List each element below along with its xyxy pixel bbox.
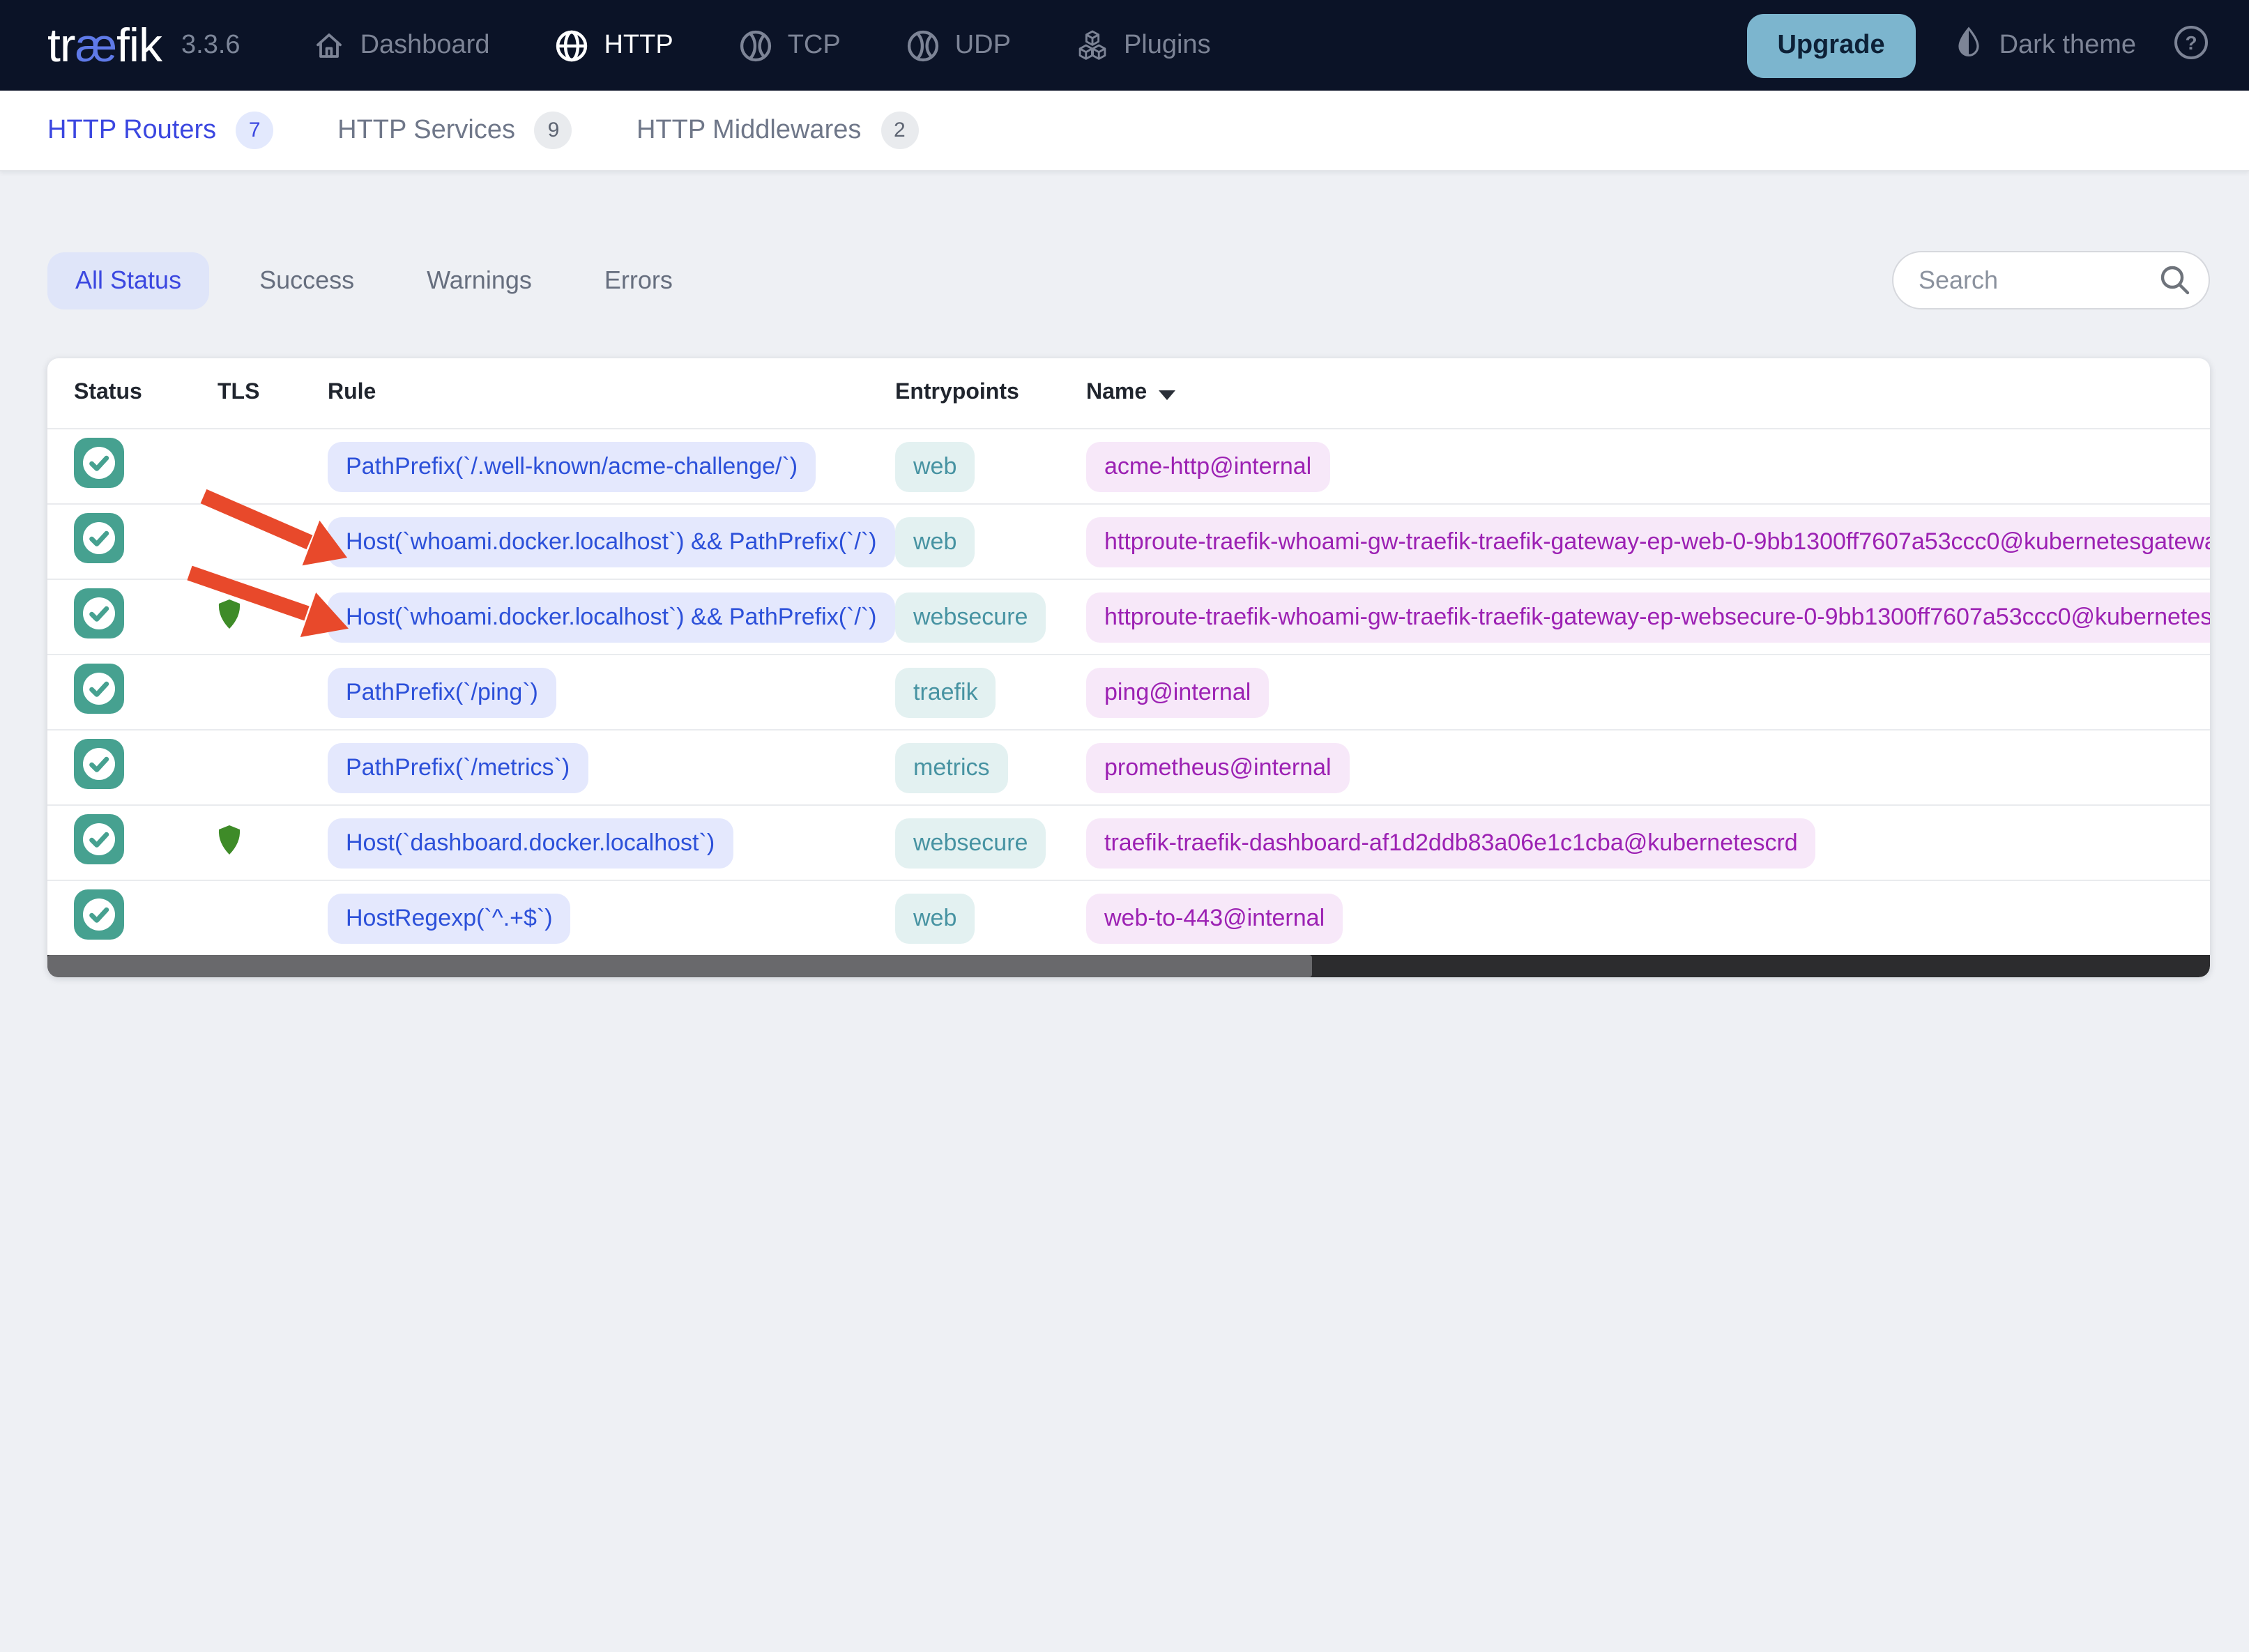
- table-row[interactable]: PathPrefix(`/metrics`) metrics prometheu…: [47, 729, 2210, 804]
- search-box: [1892, 251, 2210, 309]
- status-filters: All Status Success Warnings Errors: [47, 252, 695, 309]
- plugins-icon: [1075, 28, 1110, 63]
- column-header-entrypoints[interactable]: Entrypoints: [895, 381, 1019, 404]
- home-icon: [313, 29, 346, 62]
- tab-http-middlewares[interactable]: HTTP Middlewares 2: [636, 112, 919, 149]
- tls-shield-icon: [218, 825, 241, 859]
- entrypoint-pill[interactable]: web: [895, 441, 975, 491]
- router-name-pill[interactable]: ping@internal: [1086, 667, 1270, 717]
- router-name-pill[interactable]: traefik-traefik-dashboard-af1d2ddb83a06e…: [1086, 818, 1816, 868]
- tls-shield-icon: [218, 599, 241, 634]
- dark-theme-toggle[interactable]: Dark theme: [1952, 24, 2136, 66]
- entrypoint-pill[interactable]: metrics: [895, 742, 1008, 793]
- rule-pill[interactable]: Host(`whoami.docker.localhost`) && PathP…: [328, 592, 895, 642]
- status-success-icon: [74, 588, 124, 638]
- section-tabbar: HTTP Routers 7 HTTP Services 9 HTTP Midd…: [0, 91, 2249, 171]
- tab-label: HTTP Middlewares: [636, 115, 862, 144]
- router-name-pill[interactable]: prometheus@internal: [1086, 742, 1350, 793]
- search-icon: [2158, 263, 2192, 304]
- column-header-rule[interactable]: Rule: [328, 381, 376, 404]
- svg-text:?: ?: [2185, 31, 2197, 53]
- top-navbar: træfik 3.3.6 Dashboard HTTP: [0, 0, 2249, 91]
- rule-pill[interactable]: HostRegexp(`^.+$`): [328, 893, 571, 943]
- search-input[interactable]: [1892, 251, 2210, 309]
- globe-icon: [554, 27, 590, 63]
- contrast-droplet-icon: [1952, 24, 1985, 66]
- entrypoint-pill[interactable]: websecure: [895, 818, 1046, 868]
- count-badge: 9: [534, 112, 572, 149]
- filter-errors[interactable]: Errors: [604, 266, 673, 293]
- entrypoint-pill[interactable]: web: [895, 893, 975, 943]
- tab-label: HTTP Services: [337, 115, 515, 144]
- tab-label: HTTP Routers: [47, 115, 217, 144]
- filter-all-status[interactable]: All Status: [47, 252, 210, 309]
- table-row[interactable]: PathPrefix(`/ping`) traefik ping@interna…: [47, 654, 2210, 729]
- sort-desc-icon: [1158, 390, 1175, 399]
- rule-pill[interactable]: Host(`whoami.docker.localhost`) && PathP…: [328, 517, 895, 567]
- table-row[interactable]: HostRegexp(`^.+$`) web web-to-443@intern…: [47, 880, 2210, 955]
- version-label: 3.3.6: [181, 30, 241, 59]
- tcp-icon: [738, 27, 774, 63]
- nav-item-udp[interactable]: UDP: [905, 27, 1011, 63]
- router-name-pill[interactable]: acme-http@internal: [1086, 441, 1330, 491]
- count-badge: 7: [236, 112, 274, 149]
- status-success-icon: [74, 664, 124, 714]
- navbar-right: Upgrade Dark theme ?: [1746, 13, 2210, 77]
- nav-item-http[interactable]: HTTP: [554, 27, 673, 63]
- router-name-pill[interactable]: httproute-traefik-whoami-gw-traefik-trae…: [1086, 592, 2210, 642]
- status-success-icon: [74, 438, 124, 488]
- rule-pill[interactable]: PathPrefix(`/.well-known/acme-challenge/…: [328, 441, 816, 491]
- main-nav: Dashboard HTTP TCP: [313, 27, 1211, 63]
- upgrade-button[interactable]: Upgrade: [1746, 13, 1916, 77]
- entrypoint-pill[interactable]: web: [895, 517, 975, 567]
- nav-item-label: Dashboard: [360, 30, 490, 59]
- table-toolbar: All Status Success Warnings Errors: [47, 251, 2210, 309]
- status-success-icon: [74, 513, 124, 563]
- table-row[interactable]: Host(`whoami.docker.localhost`) && PathP…: [47, 579, 2210, 654]
- filter-warnings[interactable]: Warnings: [427, 266, 532, 293]
- column-header-status[interactable]: Status: [74, 381, 142, 404]
- nav-item-label: TCP: [787, 30, 841, 59]
- tab-http-routers[interactable]: HTTP Routers 7: [47, 112, 274, 149]
- nav-item-tcp[interactable]: TCP: [738, 27, 841, 63]
- filter-success[interactable]: Success: [259, 266, 355, 293]
- status-success-icon: [74, 889, 124, 940]
- rule-pill[interactable]: PathPrefix(`/ping`): [328, 667, 556, 717]
- dark-theme-label: Dark theme: [1999, 30, 2136, 59]
- nav-item-label: Plugins: [1123, 30, 1211, 59]
- status-success-icon: [74, 739, 124, 789]
- nav-item-dashboard[interactable]: Dashboard: [313, 29, 490, 62]
- count-badge: 2: [880, 112, 919, 149]
- routers-table: Status TLS Rule Entrypoints Name PathPre…: [47, 358, 2210, 977]
- table-header: Status TLS Rule Entrypoints Name: [47, 358, 2210, 428]
- column-header-tls[interactable]: TLS: [218, 381, 260, 404]
- traefik-logo: træfik: [47, 19, 162, 72]
- table-row[interactable]: Host(`dashboard.docker.localhost`) webse…: [47, 804, 2210, 880]
- router-name-pill[interactable]: web-to-443@internal: [1086, 893, 1343, 943]
- help-button[interactable]: ?: [2172, 23, 2210, 68]
- status-success-icon: [74, 814, 124, 864]
- entrypoint-pill[interactable]: websecure: [895, 592, 1046, 642]
- router-name-pill[interactable]: httproute-traefik-whoami-gw-traefik-trae…: [1086, 517, 2210, 567]
- tab-http-services[interactable]: HTTP Services 9: [337, 112, 572, 149]
- rule-pill[interactable]: Host(`dashboard.docker.localhost`): [328, 818, 733, 868]
- table-row[interactable]: PathPrefix(`/.well-known/acme-challenge/…: [47, 428, 2210, 503]
- entrypoint-pill[interactable]: traefik: [895, 667, 996, 717]
- table-row[interactable]: Host(`whoami.docker.localhost`) && PathP…: [47, 503, 2210, 579]
- nav-item-label: HTTP: [604, 30, 673, 59]
- nav-item-label: UDP: [954, 30, 1011, 59]
- horizontal-scrollbar-track[interactable]: [47, 955, 2210, 977]
- column-header-name[interactable]: Name: [1086, 381, 2210, 406]
- nav-item-plugins[interactable]: Plugins: [1075, 28, 1211, 63]
- udp-icon: [905, 27, 941, 63]
- horizontal-scrollbar-thumb[interactable]: [47, 955, 1313, 977]
- help-icon: ?: [2172, 23, 2210, 68]
- rule-pill[interactable]: PathPrefix(`/metrics`): [328, 742, 588, 793]
